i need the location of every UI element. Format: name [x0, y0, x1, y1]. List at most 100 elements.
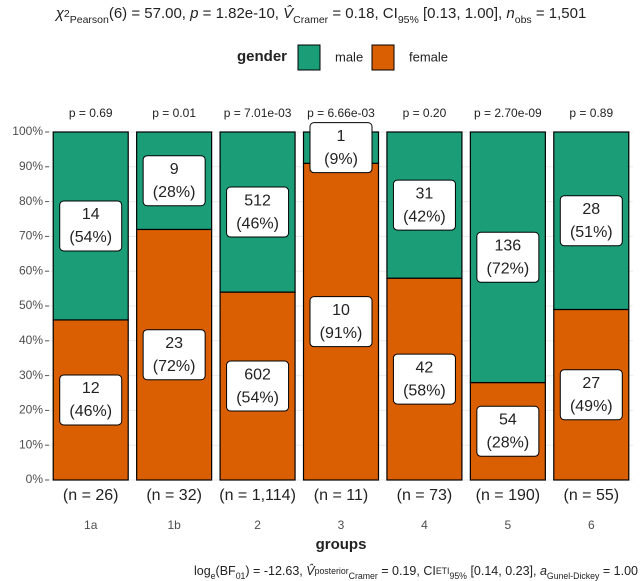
- subtitle-part: χ: [54, 5, 65, 22]
- caption-part: = 0.19, CI: [378, 564, 436, 578]
- caption-text: loge(BF01) = -12.63, V̂posteriorCramer =…: [194, 563, 638, 581]
- n-label: (n = 73): [397, 487, 453, 504]
- y-tick-label: 90%: [19, 159, 43, 173]
- label-box: [226, 186, 290, 238]
- x-tick-label: 4: [421, 518, 428, 532]
- caption-part: log: [194, 564, 211, 578]
- legend-label: female: [409, 49, 448, 64]
- n-label: (n = 26): [63, 487, 119, 504]
- count-label: 31: [416, 185, 434, 202]
- subtitle-part: (6) = 57.00,: [109, 5, 190, 22]
- count-label: 512: [244, 192, 271, 209]
- label-box: [59, 200, 123, 252]
- subtitle-part: = 1,501: [532, 5, 587, 22]
- y-tick-label: 30%: [19, 368, 43, 382]
- y-tick-label: 70%: [19, 229, 43, 243]
- label-box: [142, 155, 206, 207]
- label-box: [559, 195, 623, 247]
- count-label: 1: [337, 128, 346, 145]
- x-tick-label: 2: [254, 518, 261, 532]
- n-label: (n = 1,114): [219, 487, 296, 504]
- subtitle-part: Cramer: [293, 14, 329, 26]
- x-axis-title: groups: [316, 536, 367, 553]
- value-label: (58%): [403, 382, 446, 399]
- count-label: 14: [82, 206, 100, 223]
- x-tick-label: 6: [588, 518, 595, 532]
- p-label: p = 6.66e-03: [307, 106, 375, 120]
- count-label: 42: [416, 359, 434, 376]
- label-box: [142, 329, 206, 381]
- p-label: p = 2.70e-09: [474, 106, 542, 120]
- subtitle-part: p: [189, 5, 198, 22]
- count-label: 27: [582, 375, 600, 392]
- label-box: [226, 360, 290, 412]
- value-label: (46%): [236, 215, 279, 232]
- legend-swatch: [297, 44, 321, 71]
- count-label: 9: [170, 161, 179, 178]
- y-tick-label: 0%: [26, 472, 44, 486]
- label-box: [476, 231, 540, 283]
- legend-label: male: [335, 49, 363, 64]
- p-label: p = 0.01: [152, 106, 196, 120]
- label-box: [392, 353, 456, 405]
- value-label: (28%): [487, 434, 530, 451]
- caption-part: = 1.00: [599, 564, 638, 578]
- subtitle-part: [0.13, 1.00],: [419, 5, 507, 22]
- value-label: (46%): [69, 403, 112, 420]
- subtitle-part: Pearson: [70, 14, 109, 26]
- n-label: (n = 55): [563, 487, 619, 504]
- label-box: [309, 122, 373, 174]
- value-label: (9%): [324, 151, 358, 168]
- label-box: [476, 405, 540, 457]
- p-label: p = 0.69: [69, 106, 113, 120]
- x-tick-label: 5: [505, 518, 512, 532]
- label-box: [392, 179, 456, 231]
- subtitle-part: 2: [64, 8, 70, 20]
- label-box: [559, 369, 623, 421]
- caption-part: 01: [236, 571, 246, 581]
- caption-part: ) = -12.63,: [245, 564, 306, 578]
- caption-part: Gunel-Dickey: [547, 571, 600, 581]
- y-tick-label: 20%: [19, 403, 43, 417]
- y-tick-label: 80%: [19, 194, 43, 208]
- p-label: p = 7.01e-03: [224, 106, 292, 120]
- x-tick-label: 1b: [167, 518, 181, 532]
- subtitle-part: obs: [515, 14, 532, 26]
- value-label: (28%): [153, 184, 196, 201]
- value-label: (72%): [153, 358, 196, 375]
- caption-part: Cramer: [349, 571, 378, 581]
- y-tick-label: 60%: [19, 263, 43, 277]
- value-label: (49%): [570, 398, 613, 415]
- caption-part: a: [540, 564, 547, 578]
- n-label: (n = 11): [314, 487, 368, 504]
- subtitle-part: n: [506, 5, 514, 22]
- n-label: (n = 190): [476, 487, 540, 504]
- count-label: 10: [332, 302, 350, 319]
- count-label: 602: [244, 366, 271, 383]
- subtitle-text: χ2Pearson(6) = 57.00, p = 1.82e-10, V̂Cr…: [54, 4, 587, 25]
- caption-part: 95%: [449, 571, 467, 581]
- caption-part: ETI: [436, 566, 450, 576]
- label-box: [309, 296, 373, 348]
- y-tick-label: 40%: [19, 333, 43, 347]
- count-label: 54: [499, 411, 517, 428]
- y-tick-label: 100%: [12, 124, 43, 138]
- caption-part: [0.14, 0.23],: [467, 564, 540, 578]
- count-label: 23: [165, 335, 183, 352]
- y-tick-label: 10%: [19, 437, 43, 451]
- value-label: (72%): [487, 260, 530, 277]
- n-label: (n = 32): [146, 487, 202, 504]
- subtitle-part: V̂: [283, 4, 295, 21]
- count-label: 28: [582, 201, 600, 218]
- label-box: [59, 374, 123, 426]
- subtitle-part: = 1.82e-10,: [199, 5, 284, 22]
- value-label: (54%): [236, 389, 279, 406]
- value-label: (54%): [69, 229, 112, 246]
- p-label: p = 0.20: [403, 106, 447, 120]
- count-label: 136: [495, 237, 522, 254]
- legend-swatch: [371, 44, 395, 71]
- count-label: 12: [82, 380, 100, 397]
- value-label: (51%): [570, 224, 613, 241]
- subtitle-part: = 0.18, CI: [328, 5, 398, 22]
